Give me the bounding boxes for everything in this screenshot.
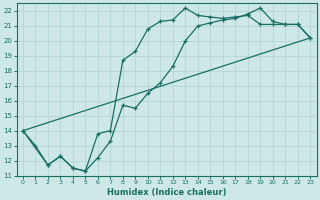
X-axis label: Humidex (Indice chaleur): Humidex (Indice chaleur) — [107, 188, 226, 197]
